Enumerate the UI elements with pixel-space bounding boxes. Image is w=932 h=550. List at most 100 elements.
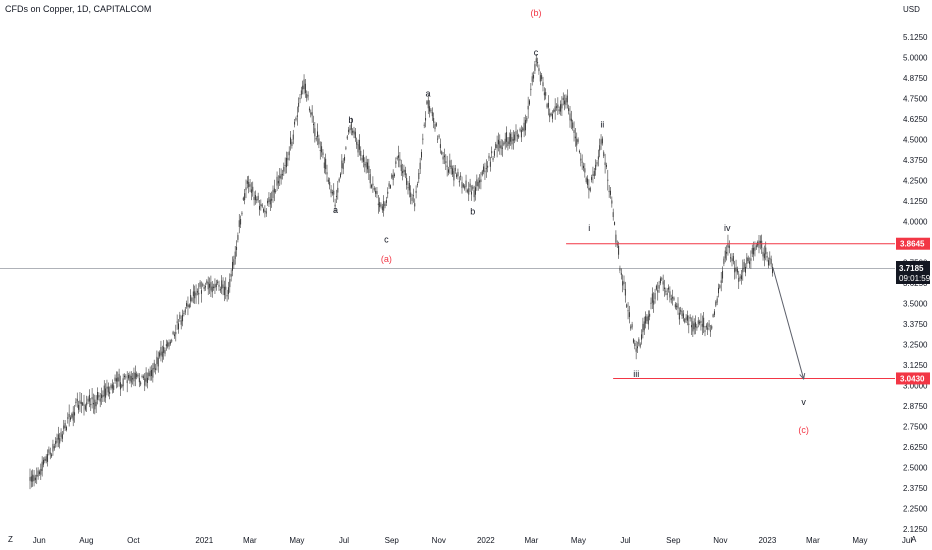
time-axis[interactable]: Jun Aug Oct 2021 Mar May Jul Sep Nov 2022 Mar May Ju… [33,536,913,545]
projection-arrow[interactable] [772,267,806,381]
candle-body [584,168,586,173]
candle-body [72,411,74,421]
candle-body [745,266,746,273]
time-tick-label: Nov [432,536,446,545]
wave-label: c [384,235,389,245]
horizontal-levels[interactable]: 3.8645 3.0430 [566,237,930,385]
candle-body [379,202,381,208]
candle-body [321,146,323,153]
candle-body [622,281,624,286]
price-tick-label: 4.8750 [903,74,928,83]
candle-body [311,112,313,116]
candle-body [341,160,343,169]
candle-body [179,314,181,319]
candle-body [654,293,656,300]
price-tick-label: 3.5000 [903,300,928,309]
candle-body [595,164,597,171]
candle-body [543,92,545,96]
candle-body [380,204,382,207]
candle-body [473,190,475,198]
zoom-toggle-left[interactable]: Z [8,535,13,544]
candle-body [171,340,173,342]
time-tick-label: Mar [243,536,257,545]
price-tick-label: 5.0000 [903,54,928,63]
candle-body [141,375,143,377]
candle-body [730,257,732,259]
candle-body [469,183,471,188]
candle-body [354,131,356,139]
candle-body [512,138,514,141]
time-tick-label: Sep [385,536,400,545]
candle-body [443,155,445,158]
candle-body [754,247,756,251]
candle-body [362,154,364,162]
candle-body [701,323,703,327]
candle-body [295,117,297,121]
candle-body [751,248,753,254]
candle-body [230,274,232,277]
candle-body [769,257,771,260]
candle-body [98,395,100,398]
candle-body [236,246,238,250]
wave-label: b [470,207,475,217]
candle-body [188,304,190,308]
candle-body [140,382,142,385]
candle-body [491,151,493,154]
candle-body [260,204,262,206]
candle-body [184,309,186,313]
candle-body [619,268,621,271]
candle-body [75,401,77,404]
candle-body [365,161,367,168]
candle-body [608,190,610,193]
candle-body [678,312,680,320]
time-tick-label: 2022 [477,536,495,545]
candle-body [165,344,167,347]
candle-body [206,280,208,284]
candle-body [84,405,86,410]
candle-body [396,157,398,159]
candle-body [383,201,385,211]
candle-body [485,168,487,170]
auto-scale-button[interactable]: A [911,535,917,544]
candle-body [337,187,339,193]
candle-body [475,187,476,195]
candle-body [722,270,724,279]
candle-body [466,190,468,192]
candle-body [294,121,296,125]
candle-body [349,128,351,131]
price-tick-label: 5.1250 [903,33,928,42]
candle-body [588,187,590,190]
candle-body [107,386,109,393]
candle-body [196,291,198,293]
candle-body [78,404,80,410]
candle-body [549,113,551,118]
candle-body [412,195,414,197]
candle-body [726,252,728,254]
candle-body [747,257,749,262]
candle-body [759,240,761,244]
candle-body [387,191,389,194]
candle-body [117,377,119,382]
candle-body [500,145,502,149]
candle-body [655,285,657,290]
candle-body [696,326,698,329]
candle-body [385,200,387,203]
candle-body [670,298,672,301]
candle-body [418,172,420,180]
candle-body [520,130,522,138]
candle-body [74,412,76,416]
candle-body [30,476,32,482]
candle-body [134,372,136,379]
candle-body [240,219,242,225]
candle-body [620,272,622,275]
candle-body [423,124,425,126]
candle-body [344,156,346,161]
candle-body [421,151,422,158]
candle-body [665,290,667,293]
candle-body [326,172,328,175]
projection-line[interactable] [772,267,805,380]
candle-body [248,181,250,188]
candle-body [308,108,310,111]
candle-body [267,200,269,204]
